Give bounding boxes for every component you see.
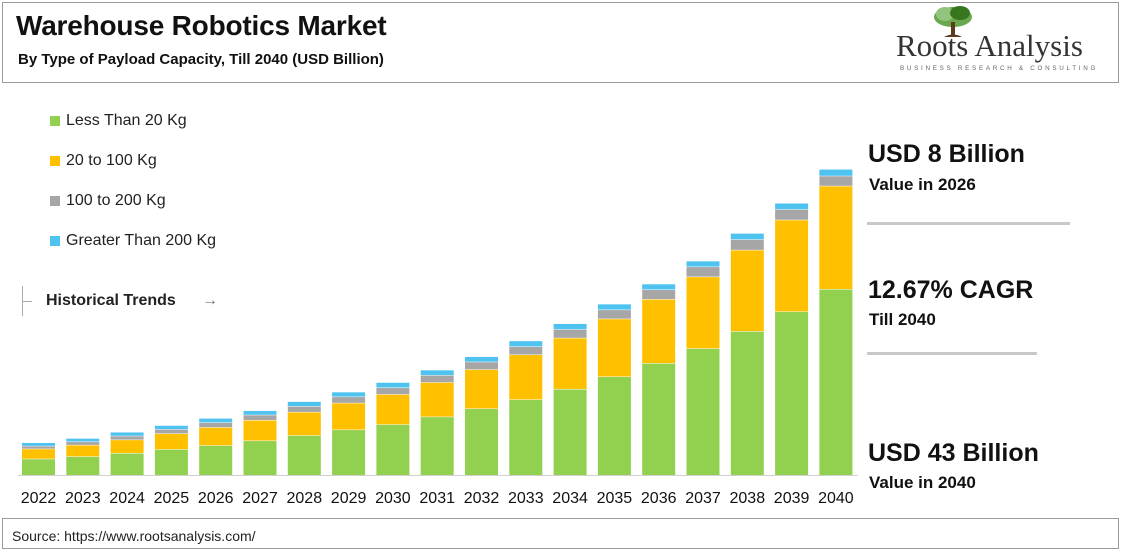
arrow-right-icon: → xyxy=(202,292,218,309)
legend-item: 20 to 100 Kg xyxy=(50,152,157,170)
stat-2040-value: USD 43 Billion xyxy=(868,439,1039,467)
historical-trends-marker: Historical Trends → xyxy=(22,286,262,316)
stat-2026-caption: Value in 2026 xyxy=(869,175,976,194)
stat-2040-caption: Value in 2040 xyxy=(869,473,976,492)
legend-label: Greater Than 200 Kg xyxy=(66,232,217,249)
logo-wordmark: Roots Analysis xyxy=(896,28,1083,63)
source-note: Source: https://www.rootsanalysis.com/ xyxy=(12,528,256,544)
legend-item: 100 to 200 Kg xyxy=(50,192,166,210)
logo-tagline: BUSINESS RESEARCH & CONSULTING xyxy=(900,65,1099,72)
historical-trends-label: Historical Trends xyxy=(46,292,176,309)
page-subtitle: By Type of Payload Capacity, Till 2040 (… xyxy=(18,51,384,68)
legend-item: Greater Than 200 Kg xyxy=(50,232,216,250)
legend-swatch xyxy=(50,236,60,246)
legend-label: 100 to 200 Kg xyxy=(66,192,166,209)
stat-divider xyxy=(867,352,1037,355)
legend-swatch xyxy=(50,196,60,206)
stat-cagr-caption: Till 2040 xyxy=(869,310,936,329)
tree-icon xyxy=(934,6,972,37)
legend-label: Less Than 20 Kg xyxy=(66,112,187,129)
legend-swatch xyxy=(50,156,60,166)
historical-tick xyxy=(22,301,32,302)
page-title: Warehouse Robotics Market xyxy=(16,10,387,41)
logo: Roots Analysis BUSINESS RESEARCH & CONSU… xyxy=(890,4,1105,74)
stat-cagr-value: 12.67% CAGR xyxy=(868,276,1034,304)
legend-item: Less Than 20 Kg xyxy=(50,112,187,130)
stat-2026-value: USD 8 Billion xyxy=(868,140,1025,168)
legend-swatch xyxy=(50,116,60,126)
stat-divider xyxy=(867,222,1070,225)
legend-label: 20 to 100 Kg xyxy=(66,152,157,169)
